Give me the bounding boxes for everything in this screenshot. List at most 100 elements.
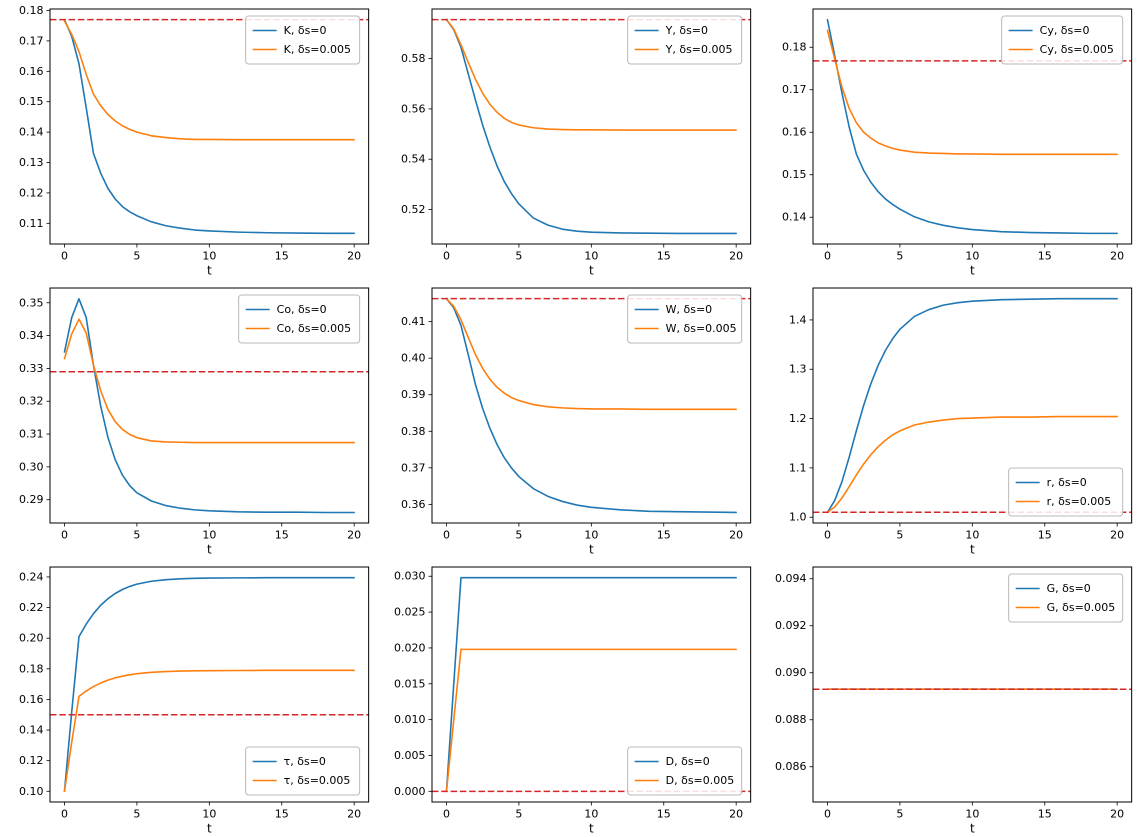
series-line-Co-ds0 [63,298,355,514]
legend-label: G, δs=0.005 [1047,601,1116,614]
subplot-cell-2: 0 5 10 15 20 0.52 0.54 0.56 0.58 t Y, δs=0 Y, δs=0.… [382,0,764,279]
x-tick-label: 10 [584,807,598,820]
x-tick-label: 10 [584,528,598,541]
x-tick-label: 0 [61,528,68,541]
x-tick-label: 20 [729,807,743,820]
x-tick-label: 20 [729,249,743,262]
x-tick-label: 10 [202,249,216,262]
plot-border [49,8,370,245]
y-tick-label: 0.010 [394,713,425,726]
x-tick-label: 5 [897,528,904,541]
legend-label: W, δs=0.005 [665,322,736,335]
x-tick-label: 5 [897,249,904,262]
y-tick-label: 0.16 [19,693,43,706]
x-tick-label: 5 [133,528,140,541]
series-line-K-ds005 [63,20,355,141]
subplot-Co: 0 5 10 15 20 0.29 0.30 0.31 0.32 0.33 0.34 0.35 t Co,… [19,287,370,556]
legend-label: D, δs=0 [665,755,709,768]
plot-border [431,8,751,245]
x-axis-label: t [589,542,594,556]
x-tick-label: 10 [202,528,216,541]
subplot-r: 0 5 10 15 20 1.0 1.1 1.2 1.3 1.4 t r, δs=0 r, δs=0.0… [789,287,1133,556]
y-tick-label: 0.15 [19,95,43,108]
y-tick-label: 0.22 [19,601,43,614]
subplot-D: 0 5 10 15 20 0.000 0.005 0.010 0.015 0.020 0.025 0.… [394,566,751,835]
y-tick-label: 0.10 [19,785,43,798]
series-line-τ-ds005 [63,669,355,793]
x-tick-label: 10 [966,807,980,820]
x-tick-label: 15 [1038,249,1052,262]
y-tick-label: 0.14 [782,211,806,224]
legend-box [238,294,361,344]
y-tick-label: 0.40 [401,352,425,365]
y-tick-label: 0.34 [19,329,43,342]
x-tick-label: 15 [656,528,670,541]
x-tick-label: 20 [347,807,361,820]
plot-border [812,8,1133,245]
x-tick-label: 5 [133,807,140,820]
y-tick-label: 0.54 [401,153,425,166]
series-line-K-ds0 [63,18,355,235]
subplot-G: 0 5 10 15 20 0.086 0.088 0.090 0.092 0.094 t G, δs=… [775,566,1133,835]
legend-box [1008,573,1124,623]
subplot-Cy: 0 5 10 15 20 0.14 0.15 0.16 0.17 0.18 t Cy, δs=0 Cy,… [782,8,1133,277]
y-tick-label: 0.18 [782,41,806,54]
legend-label: Y, δs=0.005 [664,43,732,56]
y-tick-label: 1.4 [789,313,806,326]
y-tick-label: 0.000 [394,785,425,798]
legend-box [626,15,742,65]
y-tick-label: 0.20 [19,632,43,645]
series-line-Co-ds005 [63,318,355,444]
legend-label: K, δs=0.005 [284,43,351,56]
x-axis-label: t [970,542,975,556]
x-tick-label: 15 [275,249,289,262]
subplot-cell-1: 0 5 10 15 20 0.11 0.12 0.13 0.14 0.15 0.16 0.17 0.18… [0,0,382,279]
y-tick-label: 0.020 [394,641,425,654]
plot-border [49,287,370,524]
x-tick-label: 15 [1038,528,1052,541]
series-line-r-ds0 [827,297,1119,514]
legend-label: r, δs=0 [1047,476,1087,489]
subplot-K: 0 5 10 15 20 0.11 0.12 0.13 0.14 0.15 0.16 0.17 0.18… [19,4,370,277]
legend-label: Co, δs=0.005 [277,322,351,335]
x-tick-label: 15 [275,528,289,541]
plot-border [431,287,751,524]
y-tick-label: 0.015 [394,677,425,690]
x-tick-label: 5 [897,807,904,820]
y-tick-label: 1.1 [789,461,806,474]
x-tick-label: 20 [729,528,743,541]
subplot-Y: 0 5 10 15 20 0.52 0.54 0.56 0.58 t Y, δs=0 Y, δs=0.… [401,8,751,277]
subplot-cell-4: 0 5 10 15 20 0.29 0.30 0.31 0.32 0.33 0.34 0.35 t Co,… [0,279,382,558]
y-tick-label: 0.31 [19,428,43,441]
series-line-Y-ds0 [445,18,737,235]
x-tick-label: 0 [443,807,450,820]
y-tick-label: 0.35 [19,296,43,309]
x-tick-label: 15 [275,807,289,820]
y-tick-label: 0.12 [19,754,43,767]
subplot-cell-8: 0 5 10 15 20 0.000 0.005 0.010 0.015 0.020 0.025 0.… [382,558,764,837]
x-tick-label: 10 [584,249,598,262]
x-tick-label: 15 [1038,807,1052,820]
x-tick-label: 0 [443,249,450,262]
series-line-D-ds0 [445,576,737,793]
series-line-r-ds005 [827,415,1119,514]
x-axis-label: t [589,821,594,835]
legend-label: D, δs=0.005 [665,774,734,787]
x-axis-label: t [589,263,594,277]
x-tick-label: 15 [656,249,670,262]
x-tick-label: 5 [515,249,522,262]
y-tick-label: 0.13 [19,156,43,169]
legend-label: K, δs=0 [284,24,327,37]
y-tick-label: 0.16 [19,65,43,78]
plot-border [49,566,370,803]
subplot-cell-5: 0 5 10 15 20 0.36 0.37 0.38 0.39 0.40 0.41 t W, δs=0… [382,279,764,558]
subplot-W: 0 5 10 15 20 0.36 0.37 0.38 0.39 0.40 0.41 t W, δs=0… [401,287,751,556]
y-tick-label: 0.17 [782,83,806,96]
y-tick-label: 0.18 [19,4,43,17]
y-tick-label: 0.37 [401,461,425,474]
x-tick-label: 10 [966,528,980,541]
legend-box [1001,15,1124,65]
subplot-cell-7: 0 5 10 15 20 0.10 0.12 0.14 0.16 0.18 0.20 0.22 0.24… [0,558,382,837]
x-tick-label: 0 [824,807,831,820]
